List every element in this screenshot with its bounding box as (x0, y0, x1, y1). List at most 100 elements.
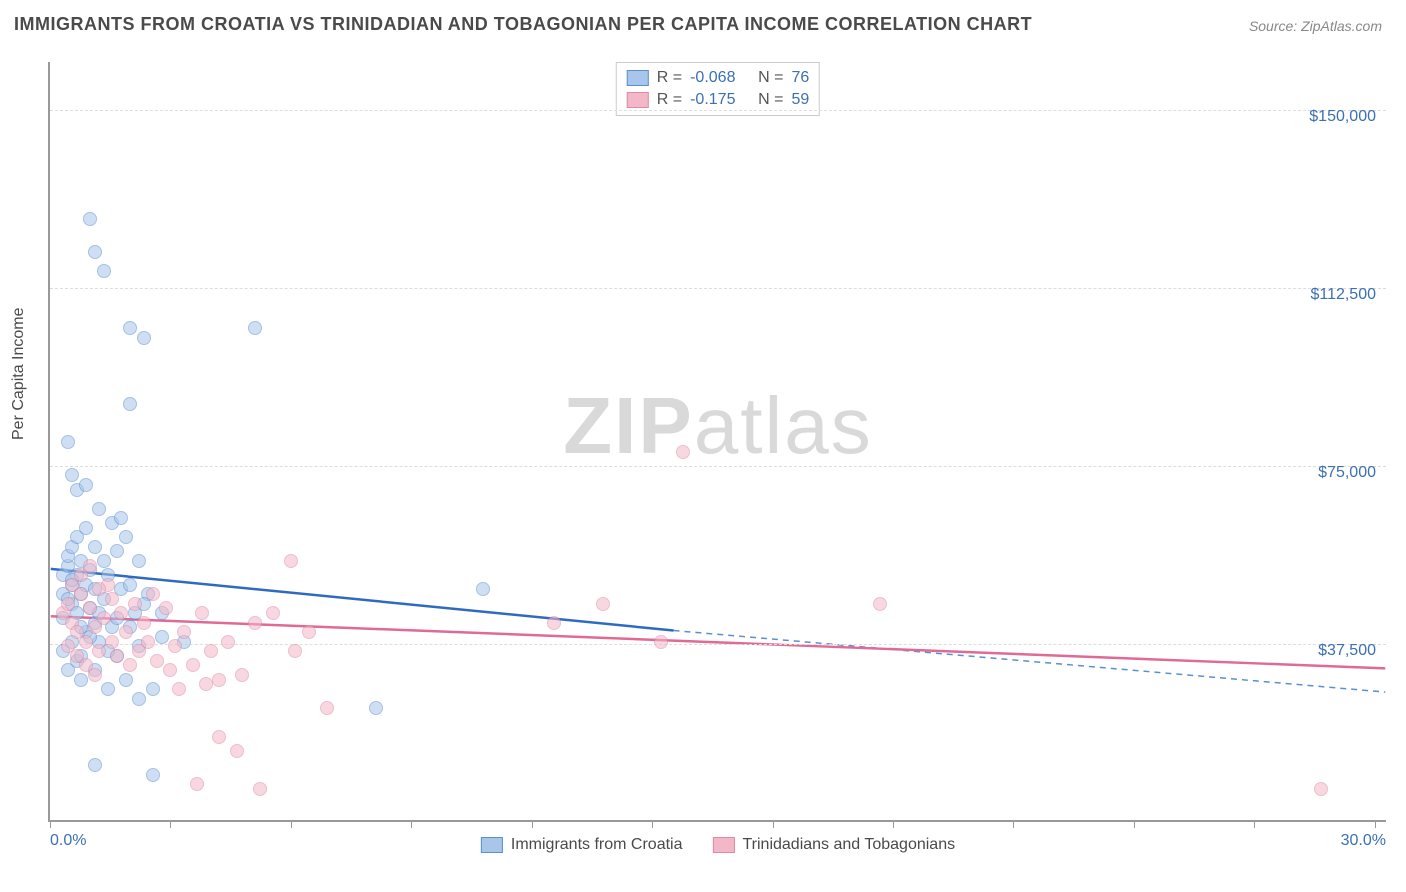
data-point (150, 654, 164, 668)
data-point (105, 635, 119, 649)
data-point (88, 245, 102, 259)
data-point (212, 730, 226, 744)
x-tick (170, 820, 171, 828)
x-tick (411, 820, 412, 828)
data-point (320, 701, 334, 715)
x-tick (773, 820, 774, 828)
data-point (79, 521, 93, 535)
data-point (284, 554, 298, 568)
data-point (266, 606, 280, 620)
data-point (195, 606, 209, 620)
data-point (199, 677, 213, 691)
data-point (137, 331, 151, 345)
legend-swatch (481, 837, 503, 853)
legend-r-value: -0.175 (690, 91, 750, 109)
data-point (248, 321, 262, 335)
legend-swatch (627, 70, 649, 86)
data-point (146, 587, 160, 601)
legend-series-label: Immigrants from Croatia (511, 836, 683, 854)
legend-row: R =-0.175N =59 (627, 89, 809, 111)
data-point (128, 597, 142, 611)
data-point (248, 616, 262, 630)
data-point (141, 635, 155, 649)
data-point (92, 582, 106, 596)
data-point (105, 592, 119, 606)
x-tick (50, 820, 51, 828)
gridline (50, 466, 1386, 467)
data-point (186, 658, 200, 672)
data-point (654, 635, 668, 649)
data-point (547, 616, 561, 630)
gridline (50, 110, 1386, 111)
x-tick (291, 820, 292, 828)
x-axis-label-right: 30.0% (1341, 832, 1386, 850)
data-point (230, 744, 244, 758)
legend-n-label: N = (758, 69, 783, 87)
legend-bottom-item: Immigrants from Croatia (481, 836, 683, 854)
data-point (123, 397, 137, 411)
data-point (101, 682, 115, 696)
y-tick-label: $37,500 (1318, 642, 1376, 660)
legend-series-label: Trinidadians and Tobagonians (742, 836, 955, 854)
data-point (172, 682, 186, 696)
data-point (253, 782, 267, 796)
y-tick-label: $112,500 (1310, 286, 1376, 304)
gridline (50, 644, 1386, 645)
data-point (132, 554, 146, 568)
data-point (212, 673, 226, 687)
data-point (119, 625, 133, 639)
legend-top: R =-0.068N =76R =-0.175N =59 (616, 62, 820, 116)
data-point (88, 668, 102, 682)
x-axis-label-left: 0.0% (50, 832, 86, 850)
data-point (88, 540, 102, 554)
x-tick (1254, 820, 1255, 828)
data-point (65, 468, 79, 482)
data-point (110, 544, 124, 558)
data-point (123, 658, 137, 672)
data-point (676, 445, 690, 459)
data-point (88, 758, 102, 772)
x-tick (893, 820, 894, 828)
source-label: Source: ZipAtlas.com (1249, 18, 1382, 34)
x-tick (652, 820, 653, 828)
gridline (50, 288, 1386, 289)
legend-row: R =-0.068N =76 (627, 67, 809, 89)
y-axis-label: Per Capita Income (10, 307, 28, 440)
legend-n-value: 59 (791, 91, 809, 109)
x-tick (1013, 820, 1014, 828)
data-point (114, 606, 128, 620)
y-tick-label: $75,000 (1318, 464, 1376, 482)
data-point (119, 530, 133, 544)
data-point (168, 639, 182, 653)
data-point (110, 649, 124, 663)
data-point (155, 630, 169, 644)
data-point (302, 625, 316, 639)
data-point (97, 264, 111, 278)
data-point (476, 582, 490, 596)
data-point (97, 554, 111, 568)
data-point (596, 597, 610, 611)
data-point (204, 644, 218, 658)
x-tick (1134, 820, 1135, 828)
legend-n-value: 76 (791, 69, 809, 87)
data-point (159, 601, 173, 615)
data-point (177, 625, 191, 639)
data-point (61, 435, 75, 449)
data-point (137, 616, 151, 630)
data-point (132, 692, 146, 706)
data-point (79, 478, 93, 492)
data-point (123, 578, 137, 592)
chart-title: IMMIGRANTS FROM CROATIA VS TRINIDADIAN A… (14, 14, 1032, 35)
x-tick (1375, 820, 1376, 828)
x-tick (532, 820, 533, 828)
trend-lines (50, 62, 1386, 820)
legend-r-label: R = (657, 69, 682, 87)
plot-area: ZIPatlas R =-0.068N =76R =-0.175N =59 0.… (48, 62, 1386, 822)
legend-swatch (712, 837, 734, 853)
data-point (119, 673, 133, 687)
data-point (92, 644, 106, 658)
data-point (83, 212, 97, 226)
legend-r-label: R = (657, 91, 682, 109)
data-point (146, 682, 160, 696)
data-point (146, 768, 160, 782)
